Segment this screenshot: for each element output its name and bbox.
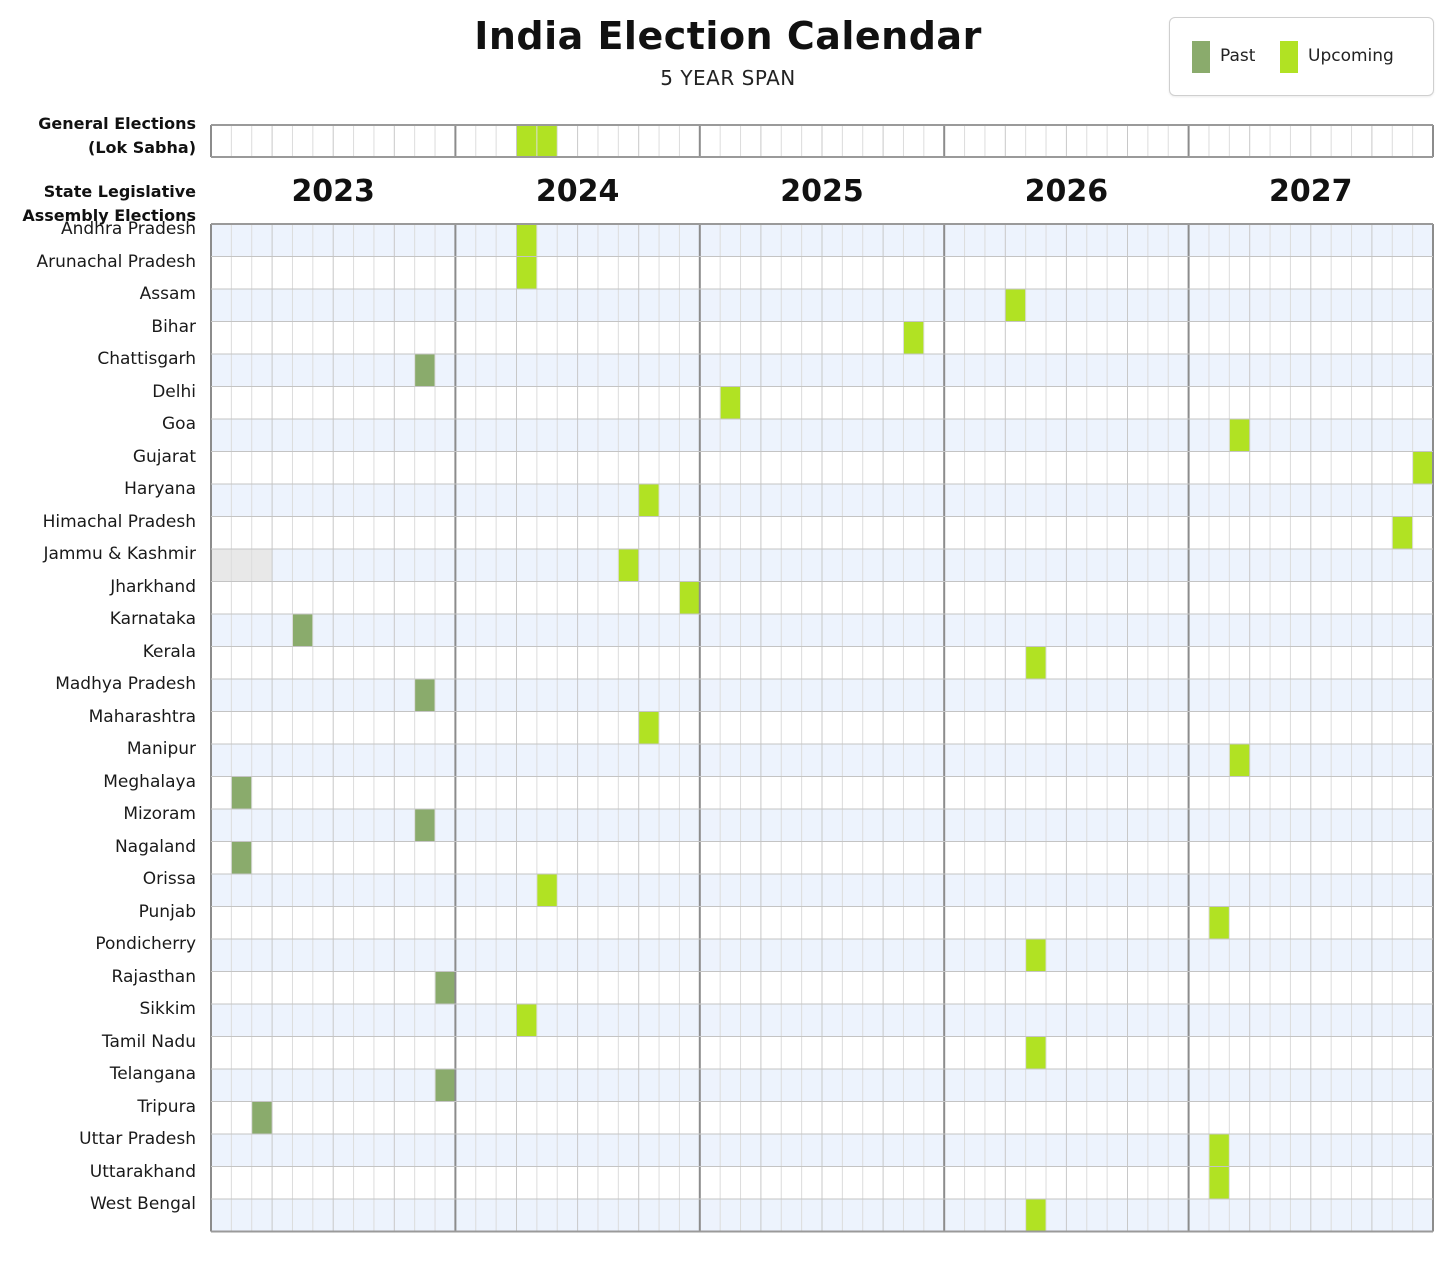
election-bar-uttar-pradesh-2027-2 <box>1208 1134 1230 1167</box>
row-label-delhi: Delhi <box>152 381 196 402</box>
general-election-bar-2024-4 <box>516 126 537 157</box>
row-label-punjab: Punjab <box>138 901 196 922</box>
election-bar-tripura-2023-3 <box>251 1101 273 1134</box>
election-bar-orissa-2024-5 <box>536 874 558 907</box>
election-bar-assam-2026-4 <box>1005 289 1026 322</box>
row-label-rajasthan: Rajasthan <box>111 966 197 987</box>
election-bar-chattisgarh-2023-11 <box>414 354 436 387</box>
election-bar-bihar-2025-11 <box>903 321 924 354</box>
na-cell-jammu-and-kashmir-2023-1 <box>211 549 232 582</box>
election-bar-maharashtra-2024-10 <box>638 711 660 744</box>
row-label-andhra-pradesh: Andhra Pradesh <box>60 219 196 239</box>
election-bar-andhra-pradesh-2024-4 <box>516 224 537 257</box>
row-label-uttar-pradesh: Uttar Pradesh <box>79 1129 196 1149</box>
row-label-gujarat: Gujarat <box>132 446 196 467</box>
row-label-jharkhand: Jharkhand <box>110 576 196 597</box>
election-bar-goa-2027-3 <box>1229 419 1250 452</box>
election-bar-meghalaya-2023-2 <box>231 776 252 809</box>
year-label-2024: 2024 <box>535 174 620 209</box>
row-label-jammu-and-kashmir: Jammu & Kashmir <box>43 544 196 564</box>
row-label-chattisgarh: Chattisgarh <box>97 349 196 369</box>
row-label-sikkim: Sikkim <box>139 999 197 1019</box>
na-cell-jammu-and-kashmir-2023-2 <box>231 549 252 582</box>
row-label-arunachal-pradesh: Arunachal Pradesh <box>36 251 197 272</box>
row-label-goa: Goa <box>162 414 196 434</box>
row-label-tripura: Tripura <box>137 1096 196 1117</box>
election-bar-telangana-2023-12 <box>435 1069 456 1102</box>
chart-title: India Election Calendar <box>474 14 982 58</box>
election-bar-punjab-2027-2 <box>1208 906 1230 939</box>
row-label-west-bengal: West Bengal <box>89 1194 196 1214</box>
row-label-orissa: Orissa <box>142 869 196 889</box>
election-bar-pondicherry-2026-5 <box>1025 939 1047 972</box>
election-bar-jharkhand-2024-12 <box>679 581 700 614</box>
legend-past-swatch <box>1192 41 1210 73</box>
legend-upcoming-swatch <box>1280 41 1298 73</box>
election-bar-west-bengal-2026-5 <box>1025 1199 1047 1232</box>
legend-upcoming-label: Upcoming <box>1308 46 1394 66</box>
election-bar-haryana-2024-10 <box>638 484 660 517</box>
year-label-2027: 2027 <box>1269 174 1353 209</box>
row-label-pondicherry: Pondicherry <box>95 934 196 954</box>
row-label-maharashtra: Maharashtra <box>88 706 196 727</box>
election-bar-sikkim-2024-4 <box>516 1004 537 1037</box>
general-elections-label-line2: (Lok Sabha) <box>88 138 196 157</box>
row-label-uttarakhand: Uttarakhand <box>89 1161 196 1182</box>
election-bar-delhi-2025-2 <box>720 386 741 419</box>
year-label-2026: 2026 <box>1024 174 1109 209</box>
row-label-karnataka: Karnataka <box>109 609 196 629</box>
election-bar-rajasthan-2023-12 <box>435 971 456 1004</box>
election-bar-tamil-nadu-2026-5 <box>1025 1036 1047 1069</box>
election-bar-arunachal-pradesh-2024-4 <box>516 256 537 289</box>
row-label-assam: Assam <box>139 284 196 304</box>
election-bar-jammu-and-kashmir-2024-9 <box>618 549 639 582</box>
row-label-nagaland: Nagaland <box>114 836 196 857</box>
row-label-madhya-pradesh: Madhya Pradesh <box>55 674 196 694</box>
state-elections-label-line2: Assembly Elections <box>22 206 196 225</box>
row-label-telangana: Telangana <box>109 1064 196 1084</box>
general-election-bar-2024-5 <box>536 126 558 157</box>
row-label-meghalaya: Meghalaya <box>103 771 196 792</box>
election-bar-uttarakhand-2027-2 <box>1208 1166 1230 1199</box>
legend: Past Upcoming <box>1169 17 1434 96</box>
election-bar-nagaland-2023-2 <box>231 841 252 874</box>
na-cell-jammu-and-kashmir-2023-3 <box>251 549 273 582</box>
row-label-mizoram: Mizoram <box>123 804 196 824</box>
election-bar-madhya-pradesh-2023-11 <box>414 679 436 712</box>
election-bar-gujarat-2027-12 <box>1412 451 1433 484</box>
row-label-haryana: Haryana <box>124 479 196 499</box>
row-label-kerala: Kerala <box>142 641 196 662</box>
row-label-tamil-nadu: Tamil Nadu <box>101 1031 196 1052</box>
election-bar-manipur-2027-3 <box>1229 744 1250 777</box>
row-label-bihar: Bihar <box>151 316 196 337</box>
election-bar-mizoram-2023-11 <box>414 809 436 842</box>
general-elections-label-line1: General Elections <box>38 114 196 133</box>
election-bar-kerala-2026-5 <box>1025 646 1047 679</box>
election-bar-himachal-pradesh-2027-11 <box>1392 516 1413 549</box>
row-label-himachal-pradesh: Himachal Pradesh <box>42 511 196 532</box>
chart-subtitle: 5 YEAR SPAN <box>660 66 796 90</box>
state-elections-label-line1: State Legislative <box>43 182 196 201</box>
year-label-2025: 2025 <box>780 174 864 209</box>
row-label-manipur: Manipur <box>126 739 196 759</box>
year-label-2023: 2023 <box>291 174 375 209</box>
election-bar-karnataka-2023-5 <box>292 614 313 647</box>
legend-past-label: Past <box>1220 46 1256 66</box>
